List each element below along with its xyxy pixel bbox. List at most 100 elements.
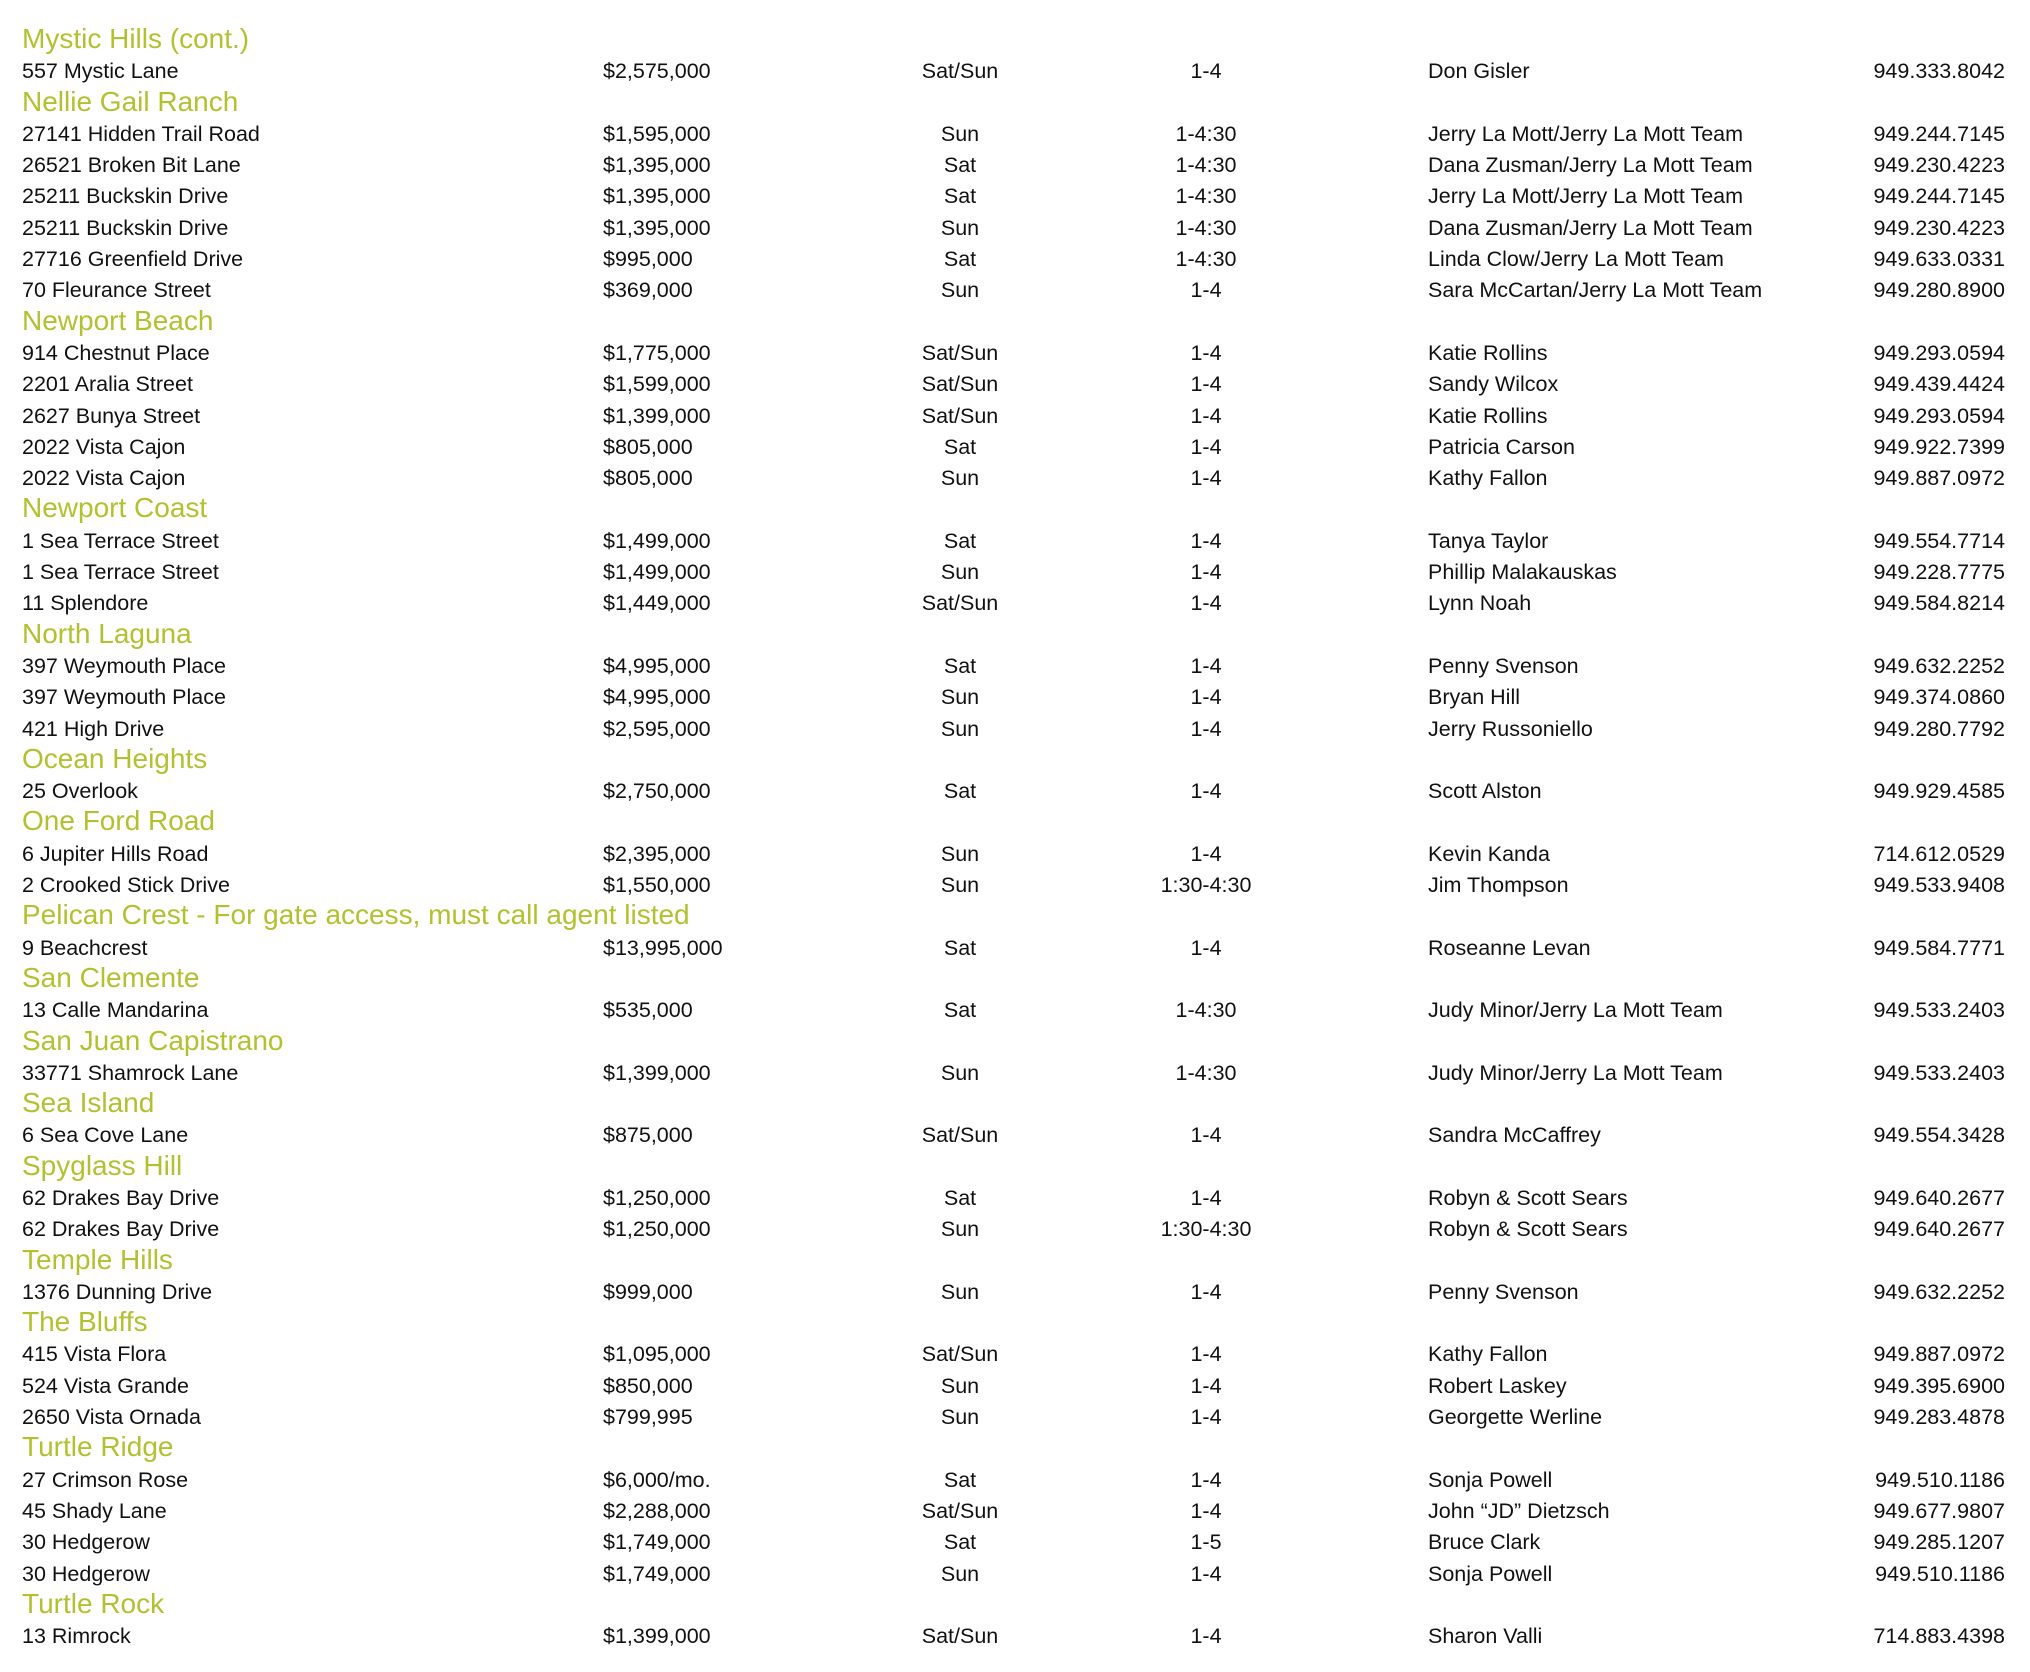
listing-row: 2627 Bunya Street $1,399,000 Sat/Sun 1-4 Kat… bbox=[0, 399, 2030, 430]
listing-address: 13 Rimrock bbox=[22, 1624, 131, 1649]
listing-agent: Robyn & Scott Sears bbox=[1428, 1217, 1628, 1242]
listing-address: 397 Weymouth Place bbox=[22, 685, 226, 710]
listing-price: $6,000/mo. bbox=[603, 1467, 711, 1492]
listing-row: 13 Calle Mandarina $535,000 Sat 1-4:30 Judy … bbox=[0, 993, 2030, 1024]
listing-agent: Jim Thompson bbox=[1428, 873, 1569, 898]
listing-row: 30 Hedgerow $1,749,000 Sat 1-5 Bruce Clark 94… bbox=[0, 1525, 2030, 1556]
listing-phone: 949.280.8900 bbox=[1873, 278, 2005, 303]
listing-agent: Jerry Russoniello bbox=[1428, 716, 1593, 741]
listing-address: 33771 Shamrock Lane bbox=[22, 1060, 239, 1085]
listing-price: $1,399,000 bbox=[603, 403, 711, 428]
listing-price: $1,095,000 bbox=[603, 1342, 711, 1367]
listing-phone: 714.612.0529 bbox=[1873, 841, 2005, 866]
listing-address: 6 Jupiter Hills Road bbox=[22, 841, 209, 866]
listing-time: 1-4 bbox=[1190, 1123, 1222, 1148]
listing-day: Sat/Sun bbox=[921, 1498, 999, 1523]
listing-agent: Penny Svenson bbox=[1428, 653, 1579, 678]
section-heading-row: Ocean Heights bbox=[0, 743, 2030, 774]
listing-day: Sun bbox=[940, 1217, 980, 1242]
section-heading: Temple Hills bbox=[22, 1243, 173, 1275]
listing-agent: Bryan Hill bbox=[1428, 685, 1520, 710]
section-heading-row: North Laguna bbox=[0, 618, 2030, 649]
listing-price: $1,399,000 bbox=[603, 1060, 711, 1085]
listing-agent: Scott Alston bbox=[1428, 779, 1542, 804]
listing-row: 415 Vista Flora $1,095,000 Sat/Sun 1-4 Kathy… bbox=[0, 1337, 2030, 1368]
listing-row: 25211 Buckskin Drive $1,395,000 Sat 1-4:30 J… bbox=[0, 179, 2030, 210]
listing-phone: 949.633.0331 bbox=[1873, 247, 2005, 272]
listing-day: Sat bbox=[943, 247, 977, 272]
listing-row: 557 Mystic Lane $2,575,000 Sat/Sun 1-4 Don G… bbox=[0, 54, 2030, 85]
listing-address: 2201 Aralia Street bbox=[22, 372, 193, 397]
listing-time: 1:30-4:30 bbox=[1160, 873, 1252, 898]
listing-day: Sun bbox=[940, 685, 980, 710]
listing-price: $995,000 bbox=[603, 247, 693, 272]
listing-time: 1-4 bbox=[1190, 1373, 1222, 1398]
listing-agent: Kathy Fallon bbox=[1428, 1342, 1548, 1367]
listing-address: 25211 Buckskin Drive bbox=[22, 184, 229, 209]
listing-row: 6 Jupiter Hills Road $2,395,000 Sun 1-4 Kevi… bbox=[0, 837, 2030, 868]
listing-phone: 949.510.1186 bbox=[1875, 1467, 2005, 1492]
listing-phone: 949.510.1186 bbox=[1875, 1561, 2005, 1586]
listing-agent: Phillip Malakauskas bbox=[1428, 560, 1617, 585]
listing-time: 1-4 bbox=[1190, 1467, 1222, 1492]
listing-day: Sun bbox=[940, 841, 980, 866]
listing-phone: 949.395.6900 bbox=[1873, 1373, 2005, 1398]
listing-price: $805,000 bbox=[603, 466, 693, 491]
listing-address: 27141 Hidden Trail Road bbox=[22, 121, 260, 146]
section-heading: North Laguna bbox=[22, 617, 192, 649]
listing-address: 524 Vista Grande bbox=[22, 1373, 189, 1398]
listing-price: $2,750,000 bbox=[603, 779, 711, 804]
listing-phone: 949.533.9408 bbox=[1873, 873, 2005, 898]
listing-phone: 949.285.1207 bbox=[1873, 1530, 2005, 1555]
listing-phone: 949.554.3428 bbox=[1873, 1123, 2005, 1148]
listing-phone: 949.584.7771 bbox=[1873, 935, 2005, 960]
section-heading-row: Newport Beach bbox=[0, 305, 2030, 336]
listing-agent: Katie Rollins bbox=[1428, 340, 1548, 365]
listing-price: $1,250,000 bbox=[603, 1217, 711, 1242]
listing-row: 397 Weymouth Place $4,995,000 Sun 1-4 Bryan … bbox=[0, 680, 2030, 711]
listing-price: $1,499,000 bbox=[603, 528, 711, 553]
listing-day: Sun bbox=[940, 466, 980, 491]
listing-time: 1-4:30 bbox=[1175, 153, 1237, 178]
listing-agent: Bruce Clark bbox=[1428, 1530, 1541, 1555]
listing-address: 26521 Broken Bit Lane bbox=[22, 153, 241, 178]
listing-phone: 949.554.7714 bbox=[1873, 528, 2005, 553]
listing-day: Sat/Sun bbox=[921, 403, 999, 428]
listing-phone: 949.922.7399 bbox=[1873, 434, 2005, 459]
listing-row: 25 Overlook $2,750,000 Sat 1-4 Scott Alston 9… bbox=[0, 774, 2030, 805]
listing-agent: Robyn & Scott Sears bbox=[1428, 1185, 1628, 1210]
section-heading: One Ford Road bbox=[22, 805, 215, 837]
listing-day: Sun bbox=[940, 1060, 980, 1085]
listing-row: 27 Crimson Rose $6,000/mo. Sat 1-4 Sonja Pow… bbox=[0, 1463, 2030, 1494]
listing-row: 33771 Shamrock Lane $1,399,000 Sun 1-4:30 Ju… bbox=[0, 1056, 2030, 1087]
listing-price: $4,995,000 bbox=[603, 685, 711, 710]
listing-agent: Judy Minor/Jerry La Mott Team bbox=[1428, 998, 1723, 1023]
listing-time: 1-4 bbox=[1190, 1342, 1222, 1367]
listing-day: Sat/Sun bbox=[921, 372, 999, 397]
listing-address: 25 Overlook bbox=[22, 779, 138, 804]
section-heading: Ocean Heights bbox=[22, 742, 208, 774]
listing-address: 557 Mystic Lane bbox=[22, 59, 179, 84]
section-heading-row: Temple Hills bbox=[0, 1244, 2030, 1275]
listing-price: $2,288,000 bbox=[603, 1498, 711, 1523]
listing-agent: Kevin Kanda bbox=[1428, 841, 1550, 866]
listing-price: $2,395,000 bbox=[603, 841, 711, 866]
listing-price: $369,000 bbox=[603, 278, 693, 303]
listing-row: 2 Crooked Stick Drive $1,550,000 Sun 1:30-4… bbox=[0, 868, 2030, 899]
listing-price: $1,749,000 bbox=[603, 1530, 711, 1555]
section-heading-row: Pelican Crest - For gate access, must ca… bbox=[0, 899, 2030, 930]
section-heading-row: Spyglass Hill bbox=[0, 1150, 2030, 1181]
listing-row: 524 Vista Grande $850,000 Sun 1-4 Robert Las… bbox=[0, 1369, 2030, 1400]
listing-price: $1,449,000 bbox=[603, 591, 711, 616]
listing-phone: 949.228.7775 bbox=[1873, 560, 2005, 585]
listing-agent: Tanya Taylor bbox=[1428, 528, 1549, 553]
listing-row: 25211 Buckskin Drive $1,395,000 Sun 1-4:30 D… bbox=[0, 211, 2030, 242]
listing-time: 1-4 bbox=[1190, 560, 1222, 585]
listing-phone: 949.230.4223 bbox=[1873, 215, 2005, 240]
listing-address: 415 Vista Flora bbox=[22, 1342, 167, 1367]
listing-phone: 949.640.2677 bbox=[1873, 1185, 2005, 1210]
listing-phone: 949.230.4223 bbox=[1873, 153, 2005, 178]
listing-address: 27716 Greenfield Drive bbox=[22, 247, 244, 272]
listing-phone: 714.883.4398 bbox=[1873, 1624, 2005, 1649]
listing-agent: Sonja Powell bbox=[1428, 1561, 1553, 1586]
